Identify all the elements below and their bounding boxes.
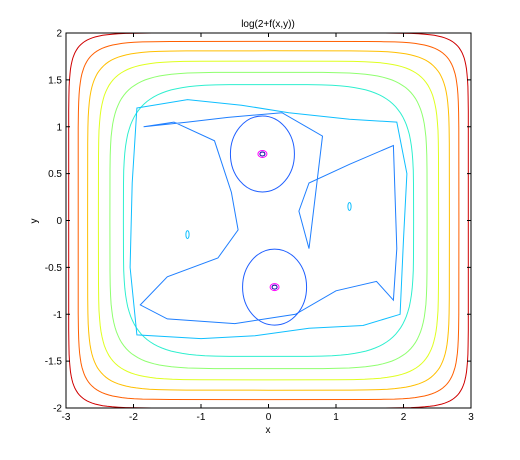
contour-line	[271, 284, 278, 290]
contour-line	[122, 84, 415, 357]
x-tick-label: 2	[401, 412, 407, 423]
y-tick-label: -0.5	[45, 263, 63, 274]
y-tick-label: 0.5	[48, 169, 62, 180]
contour-line	[139, 112, 398, 325]
x-tick-label: 1	[333, 412, 339, 423]
contour-line	[242, 248, 308, 326]
x-tick-label: 3	[468, 412, 474, 423]
x-tick-label: -3	[62, 412, 71, 423]
contour-line	[97, 60, 440, 381]
y-tick-label: 2	[56, 29, 62, 40]
y-tick-label: 0	[56, 216, 62, 227]
x-tick-label: -2	[129, 412, 138, 423]
contour-line	[77, 40, 460, 401]
x-tick-label: 0	[266, 412, 272, 423]
contour-line	[87, 50, 450, 391]
x-axis-label: x	[266, 425, 271, 436]
minimum-marker	[269, 283, 280, 292]
y-tick-label: 1	[56, 122, 62, 133]
contour-line	[185, 230, 190, 240]
y-axis-label: y	[29, 219, 40, 224]
y-axis: -2 -1.5 -1 -0.5 0 0.5 1 1.5 2	[45, 29, 471, 415]
y-tick-label: -1	[53, 310, 62, 321]
contour-line	[259, 151, 266, 157]
contour-line	[129, 99, 408, 340]
contour-line	[347, 201, 352, 211]
y-tick-label: -2	[53, 404, 62, 415]
minimum-marker	[257, 149, 268, 158]
x-tick-label: -1	[197, 412, 206, 423]
chart-title: log(2+f(x,y))	[241, 19, 295, 30]
contour-line	[229, 115, 295, 193]
y-tick-label: 1.5	[48, 75, 62, 86]
contour-line	[109, 71, 428, 370]
y-tick-label: -1.5	[45, 357, 63, 368]
x-axis: -3 -2 -1 0 1 2 3	[62, 33, 474, 423]
